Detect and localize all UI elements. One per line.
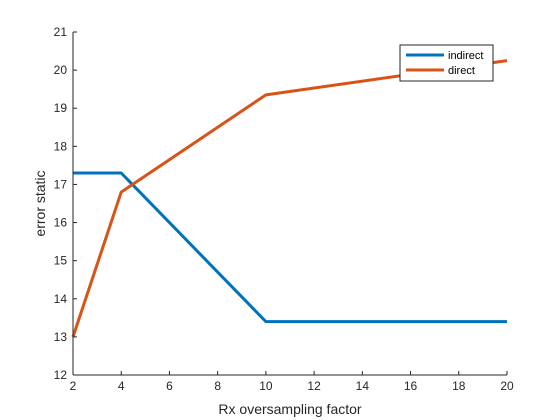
x-tick-label: 18: [452, 379, 466, 393]
ticks: 2 4 6 8 10 12 14 16 18 20 12 13 14 15 16 17 18 19 20 21: [54, 25, 514, 393]
x-tick-label: 2: [70, 379, 77, 393]
y-tick-label: 19: [54, 101, 68, 115]
y-tick-label: 18: [54, 139, 68, 153]
x-tick-label: 8: [214, 379, 221, 393]
y-tick-label: 15: [54, 254, 68, 268]
series-layer: [71, 59, 508, 338]
x-axis-label: Rx oversampling factor: [218, 401, 362, 417]
legend-label-indirect: indirect: [448, 50, 483, 62]
legend-label-direct: direct: [448, 65, 475, 77]
y-axis-label: error static: [32, 170, 48, 236]
y-tick-label: 13: [54, 330, 68, 344]
axes: [72, 32, 507, 376]
legend-box: [399, 44, 494, 82]
x-tick-label: 14: [356, 379, 370, 393]
y-tick-label: 21: [54, 25, 68, 39]
x-tick-label: 20: [500, 379, 514, 393]
plot-area: [73, 32, 507, 375]
y-tick-label: 12: [54, 368, 68, 382]
x-tick-label: 12: [307, 379, 321, 393]
y-tick-label: 20: [54, 63, 68, 77]
x-tick-label: 16: [404, 379, 418, 393]
series-line-indirect: [73, 171, 507, 324]
x-tick-label: 4: [118, 379, 125, 393]
y-tick-label: 14: [54, 292, 68, 306]
y-tick-label: 17: [54, 177, 68, 191]
x-tick-label: 10: [259, 379, 273, 393]
legend: indirect direct: [399, 44, 494, 82]
x-tick-label: 6: [166, 379, 173, 393]
y-tick-label: 16: [54, 216, 68, 230]
series-line-direct: [71, 59, 508, 338]
